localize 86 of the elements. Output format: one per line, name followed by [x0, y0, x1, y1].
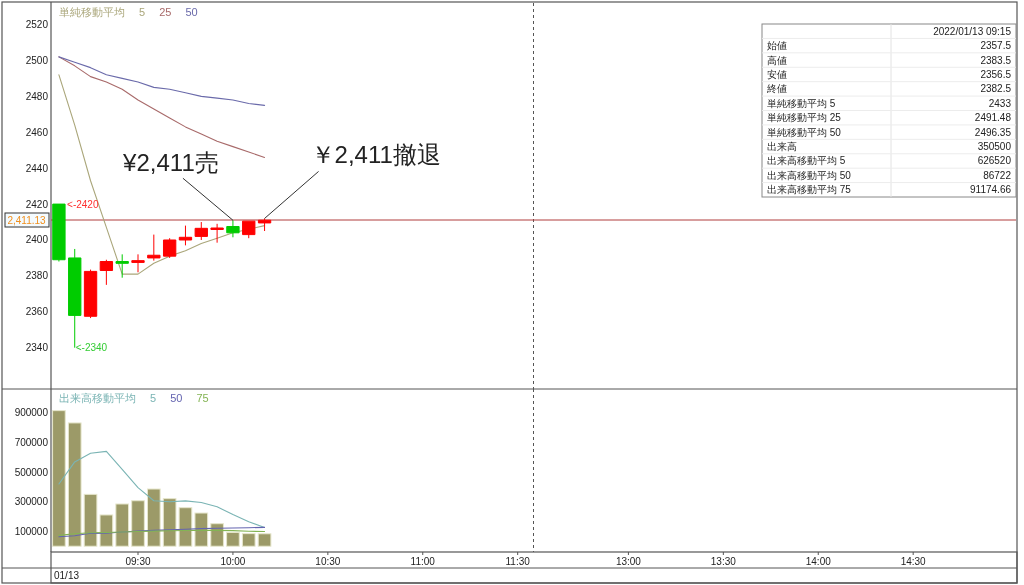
category-label: 安値 — [767, 68, 787, 80]
candlestick — [131, 253, 145, 273]
category-label: 終値 — [766, 83, 787, 95]
y-tick-label: 2520 — [25, 19, 49, 31]
y-tick-label: 2360 — [25, 306, 49, 318]
category-label: 単純移動平均 5 — [767, 97, 836, 109]
text: 2022/01/13 09:15 — [933, 25, 1012, 37]
data-label: 2383.5 — [980, 54, 1012, 66]
bar — [226, 531, 240, 547]
text: 75 — [196, 391, 209, 404]
text: 50 — [170, 391, 183, 404]
category-label: 出来高移動平均 50 — [767, 169, 852, 181]
bar — [194, 512, 209, 547]
category-label: 出来高 — [767, 141, 797, 153]
y-tick-label: 2500 — [25, 54, 49, 66]
category-label: 出来高移動平均 75 — [767, 184, 852, 196]
data-label: 626520 — [977, 155, 1012, 167]
bar — [147, 488, 161, 547]
candlestick — [147, 234, 161, 262]
text: 5 — [150, 391, 157, 404]
x-tick-label: 10:30 — [315, 555, 341, 567]
y-tick-label: 2340 — [25, 342, 49, 354]
category-label: 単純移動平均 25 — [767, 112, 842, 124]
data-label: 86722 — [983, 169, 1012, 181]
y-tick-label: 900000 — [14, 407, 49, 419]
candlestick — [162, 237, 177, 259]
data-label: 2357.5 — [980, 40, 1012, 52]
category-label: 単純移動平均 50 — [767, 126, 842, 138]
x-axis-title: 01/13 — [54, 570, 80, 581]
data-label: 91174.66 — [970, 184, 1012, 196]
x-tick-label: 10:00 — [220, 555, 246, 567]
bar — [67, 422, 82, 547]
category-label: 始値 — [767, 40, 787, 52]
data-label: 2433 — [988, 97, 1012, 109]
candlestick — [210, 223, 224, 244]
y-tick-label: 300000 — [14, 496, 49, 508]
line-series — [58, 56, 266, 106]
candlestick — [52, 203, 66, 263]
x-tick-label: 14:00 — [805, 555, 832, 567]
annotation: <-2340 — [75, 342, 108, 354]
category-label: 出来高移動平均 5 — [767, 155, 846, 167]
candlestick — [226, 219, 240, 238]
x-tick-label: 11:00 — [410, 555, 436, 567]
line-series — [58, 450, 266, 528]
y-tick-label: 2480 — [25, 90, 49, 102]
y-tick-label: 2440 — [25, 162, 49, 174]
candlestick — [178, 225, 193, 246]
data-label: 2382.5 — [980, 83, 1012, 95]
annotation: <-2420 — [67, 198, 99, 210]
bar — [52, 410, 66, 547]
candlestick — [242, 220, 256, 239]
data-label: 2491.48 — [974, 112, 1012, 124]
bar — [241, 533, 256, 547]
data-label: 2496.35 — [974, 126, 1012, 138]
x-tick-label: 13:30 — [710, 555, 737, 567]
candlestick — [99, 259, 114, 286]
text: 25 — [159, 5, 172, 18]
legend-title: 単純移動平均 — [59, 5, 125, 18]
annotation: ￥2,411撤退 — [310, 141, 441, 169]
y-tick-label: 700000 — [14, 436, 49, 448]
candlestick — [83, 269, 98, 319]
bar — [210, 523, 224, 547]
y-tick-label: 2460 — [25, 126, 49, 138]
y-tick-label: 2400 — [25, 234, 49, 246]
x-tick-label: 11:30 — [505, 555, 531, 567]
bar — [115, 503, 130, 547]
bar — [257, 533, 272, 547]
line-series — [58, 74, 266, 275]
candlestick — [257, 217, 272, 232]
candlestick — [194, 221, 208, 241]
text: 5 — [139, 5, 146, 18]
x-tick-label: 13:00 — [615, 555, 642, 567]
bar — [131, 500, 145, 547]
y-tick-label: 500000 — [14, 466, 49, 478]
y-tick-label: 100000 — [14, 525, 49, 537]
legend-title: 出来高移動平均 — [59, 391, 136, 404]
text: 50 — [185, 5, 198, 18]
category-label: 高値 — [767, 54, 787, 66]
candlestick — [115, 253, 129, 279]
data-label: 2356.5 — [980, 68, 1012, 80]
y-tick-label: 2420 — [25, 198, 49, 210]
annotation: ¥2,411売 — [122, 149, 219, 177]
x-tick-label: 09:30 — [125, 555, 151, 567]
x-tick-label: 14:30 — [900, 555, 927, 567]
data-label: 350500 — [977, 141, 1012, 153]
y-tick-label: 2380 — [25, 270, 49, 282]
